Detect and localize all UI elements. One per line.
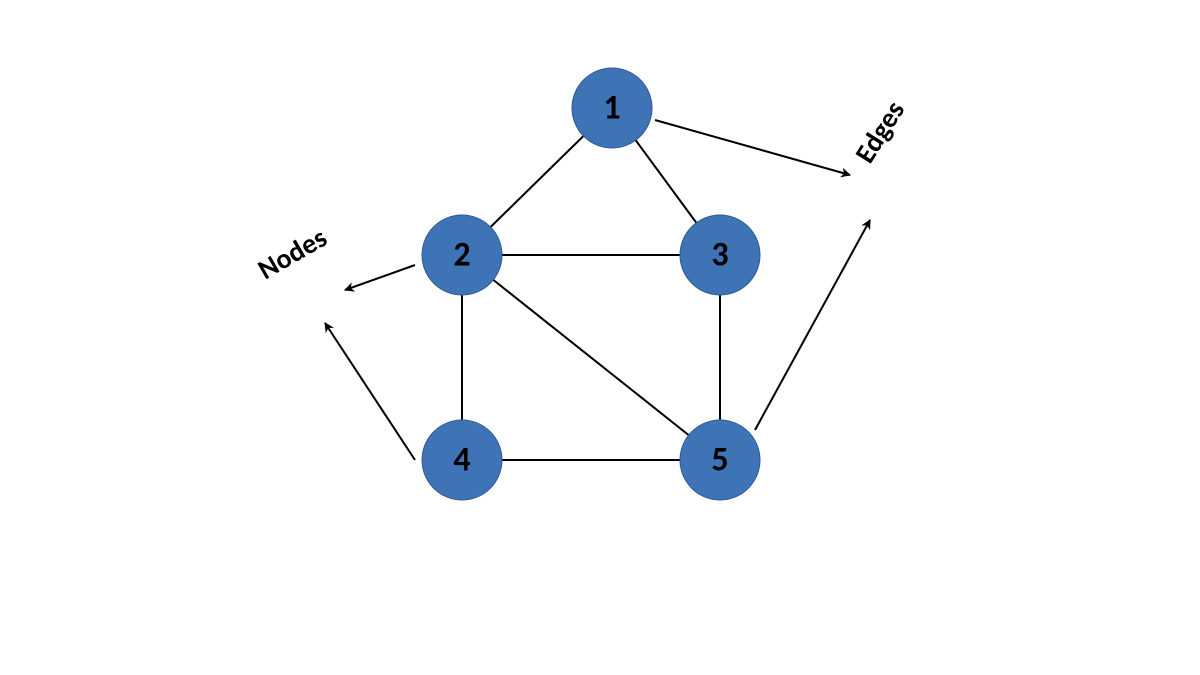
graph-diagram: 12345NodesEdges — [0, 0, 1200, 675]
graph-node: 5 — [680, 420, 760, 500]
graph-node: 1 — [572, 68, 652, 148]
node-label: 2 — [453, 235, 470, 276]
node-label: 1 — [603, 88, 620, 129]
graph-node: 4 — [422, 420, 502, 500]
node-label: 3 — [711, 235, 728, 276]
node-label: 5 — [711, 440, 728, 481]
graph-node: 2 — [422, 215, 502, 295]
graph-node: 3 — [680, 215, 760, 295]
node-label: 4 — [453, 440, 470, 481]
